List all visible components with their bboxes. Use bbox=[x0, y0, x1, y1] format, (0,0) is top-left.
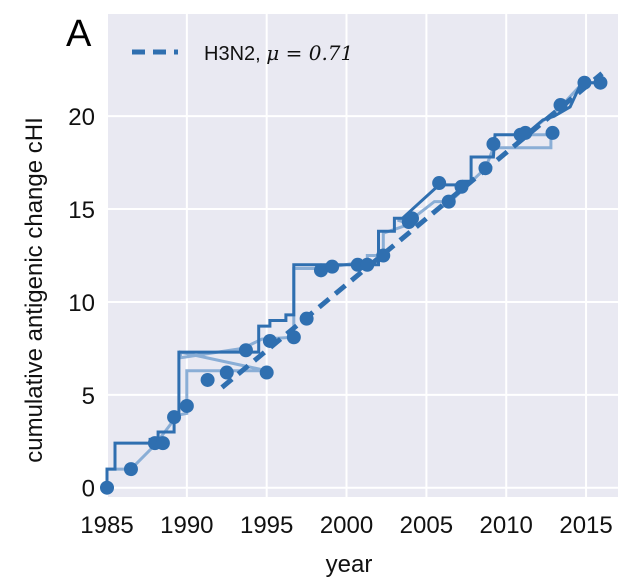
x-tick-label: 1990 bbox=[160, 512, 213, 539]
y-tick-labels: 0 5 10 15 20 bbox=[68, 104, 95, 503]
data-point bbox=[593, 75, 608, 90]
y-tick-label: 20 bbox=[68, 104, 95, 131]
data-point bbox=[553, 98, 568, 113]
data-point bbox=[360, 257, 375, 272]
legend: H3N2, μ = 0.71 bbox=[132, 41, 353, 65]
data-point bbox=[238, 343, 253, 358]
x-tick-label: 2010 bbox=[480, 512, 533, 539]
data-point bbox=[259, 365, 274, 380]
data-point bbox=[486, 137, 501, 152]
legend-mu-symbol: μ bbox=[266, 41, 279, 65]
data-point bbox=[167, 410, 182, 425]
data-point bbox=[286, 330, 301, 345]
data-point bbox=[179, 398, 194, 413]
y-tick-label: 10 bbox=[68, 290, 95, 317]
x-tick-label: 1985 bbox=[80, 512, 133, 539]
data-point bbox=[350, 257, 365, 272]
data-point bbox=[100, 480, 114, 495]
grid bbox=[106, 14, 618, 497]
x-tick-label: 2015 bbox=[559, 512, 612, 539]
plot-area bbox=[107, 14, 618, 497]
data-point bbox=[299, 311, 314, 326]
data-point bbox=[545, 125, 560, 140]
y-axis-label: cumulative antigenic change cHI bbox=[21, 117, 48, 463]
data-point bbox=[478, 161, 493, 176]
x-axis-label: year bbox=[326, 551, 373, 578]
data-point bbox=[325, 259, 340, 274]
data-point bbox=[200, 372, 215, 387]
legend-label: H3N2, μ = 0.71 bbox=[204, 41, 353, 65]
data-point bbox=[313, 263, 328, 278]
trend-line bbox=[220, 71, 604, 390]
data-point bbox=[155, 436, 170, 451]
panel-label: A bbox=[66, 13, 92, 55]
y-tick-label: 0 bbox=[82, 476, 95, 503]
data-point bbox=[219, 365, 234, 380]
x-tick-label: 1995 bbox=[240, 512, 293, 539]
data-point bbox=[454, 179, 469, 194]
legend-mu-value: = 0.71 bbox=[279, 41, 353, 65]
data-point bbox=[441, 194, 456, 209]
legend-series-name: H3N2, bbox=[204, 43, 266, 65]
x-tick-labels: 1985 1990 1995 2000 2005 2010 2015 bbox=[80, 512, 612, 539]
scatter-points bbox=[100, 75, 608, 495]
data-point bbox=[262, 333, 277, 348]
data-point bbox=[577, 75, 592, 90]
y-tick-label: 15 bbox=[68, 197, 95, 224]
y-tick-label: 5 bbox=[82, 383, 95, 410]
data-point bbox=[405, 211, 420, 226]
data-point bbox=[376, 248, 391, 263]
x-tick-label: 2005 bbox=[400, 512, 453, 539]
data-point bbox=[518, 125, 533, 140]
x-tick-label: 2000 bbox=[320, 512, 373, 539]
data-point bbox=[432, 176, 447, 191]
data-point bbox=[123, 462, 138, 477]
